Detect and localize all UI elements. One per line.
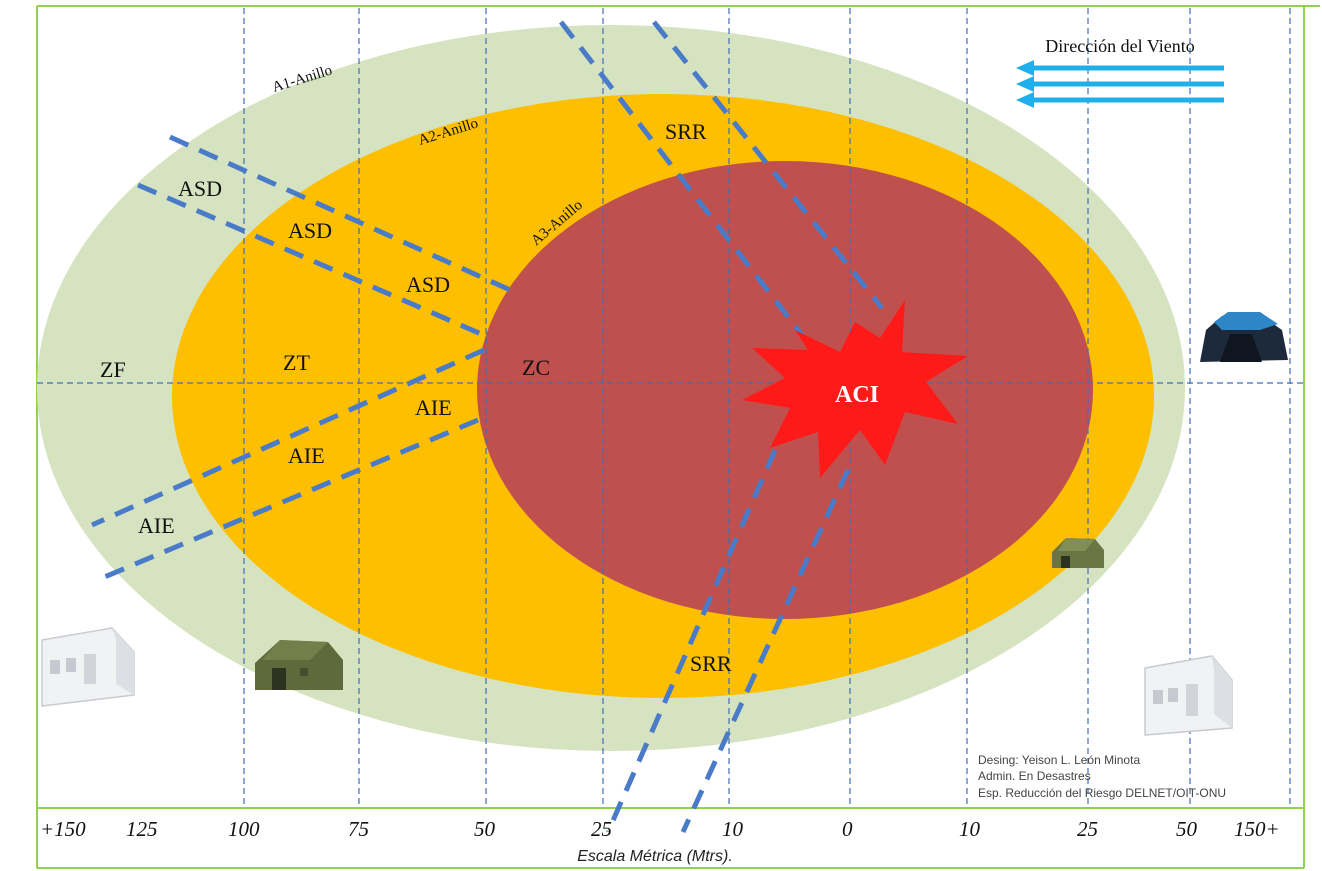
military-tent-small-icon [1052,538,1104,568]
srr-corridor-top-right [652,20,884,310]
camping-tent-icon [1200,312,1288,362]
scale-tick: 0 [842,817,853,841]
scale-tick: 75 [348,817,369,841]
scale-tick: 50 [474,817,496,841]
scale-caption: Escala Métrica (Mtrs). [577,848,733,865]
scale-tick: 10 [959,817,981,841]
asd-label: ASD [288,218,332,243]
srr-corridor-top-left [559,20,814,350]
srr-label: SRR [690,651,732,676]
aci-label: ACI [835,382,879,408]
zone-zf-label: ZF [100,357,126,382]
zone-zc-label: ZC [522,355,550,380]
srr-corridor-bottom-left [605,448,778,834]
scale-tick: 100 [228,817,260,841]
military-tent-icon [255,640,343,690]
white-tent-right-icon [1144,655,1233,736]
wind-direction-label: Dirección del Viento [1045,36,1195,56]
zone-zt-label: ZT [283,350,310,375]
metric-scale: +150 125 100 75 50 25 10 0 10 25 50 150+… [40,817,1280,865]
asd-label: ASD [178,176,222,201]
asd-label: ASD [406,272,450,297]
scale-tick: 50 [1176,817,1198,841]
wind-arrows-icon [1016,60,1224,108]
aci-burst-icon [742,300,968,478]
aie-label: AIE [415,395,452,420]
credit-line: Desing: Yeison L. León Minota [978,753,1140,767]
scale-tick: +150 [40,817,86,841]
scale-tick: 10 [722,817,744,841]
scale-tick: 125 [126,817,158,841]
aie-corridor-lower [101,417,479,581]
srr-label: SRR [665,119,707,144]
scale-tick: 25 [591,817,612,841]
srr-corridor-bottom-right [680,468,851,834]
aie-label: AIE [138,513,175,538]
credit-line: Esp. Reducción del Riesgo DELNET/OIT-ONU [978,786,1226,800]
aie-label: AIE [288,443,325,468]
evacuation-corridors [90,20,884,834]
credit-line: Admin. En Desastres [978,769,1091,783]
design-credits: Desing: Yeison L. León Minota Admin. En … [978,753,1226,800]
scale-tick: 150+ [1234,817,1280,841]
white-tent-icon [41,627,135,707]
scale-tick: 25 [1077,817,1098,841]
frame [36,5,1320,869]
aie-corridor-upper [90,347,486,528]
